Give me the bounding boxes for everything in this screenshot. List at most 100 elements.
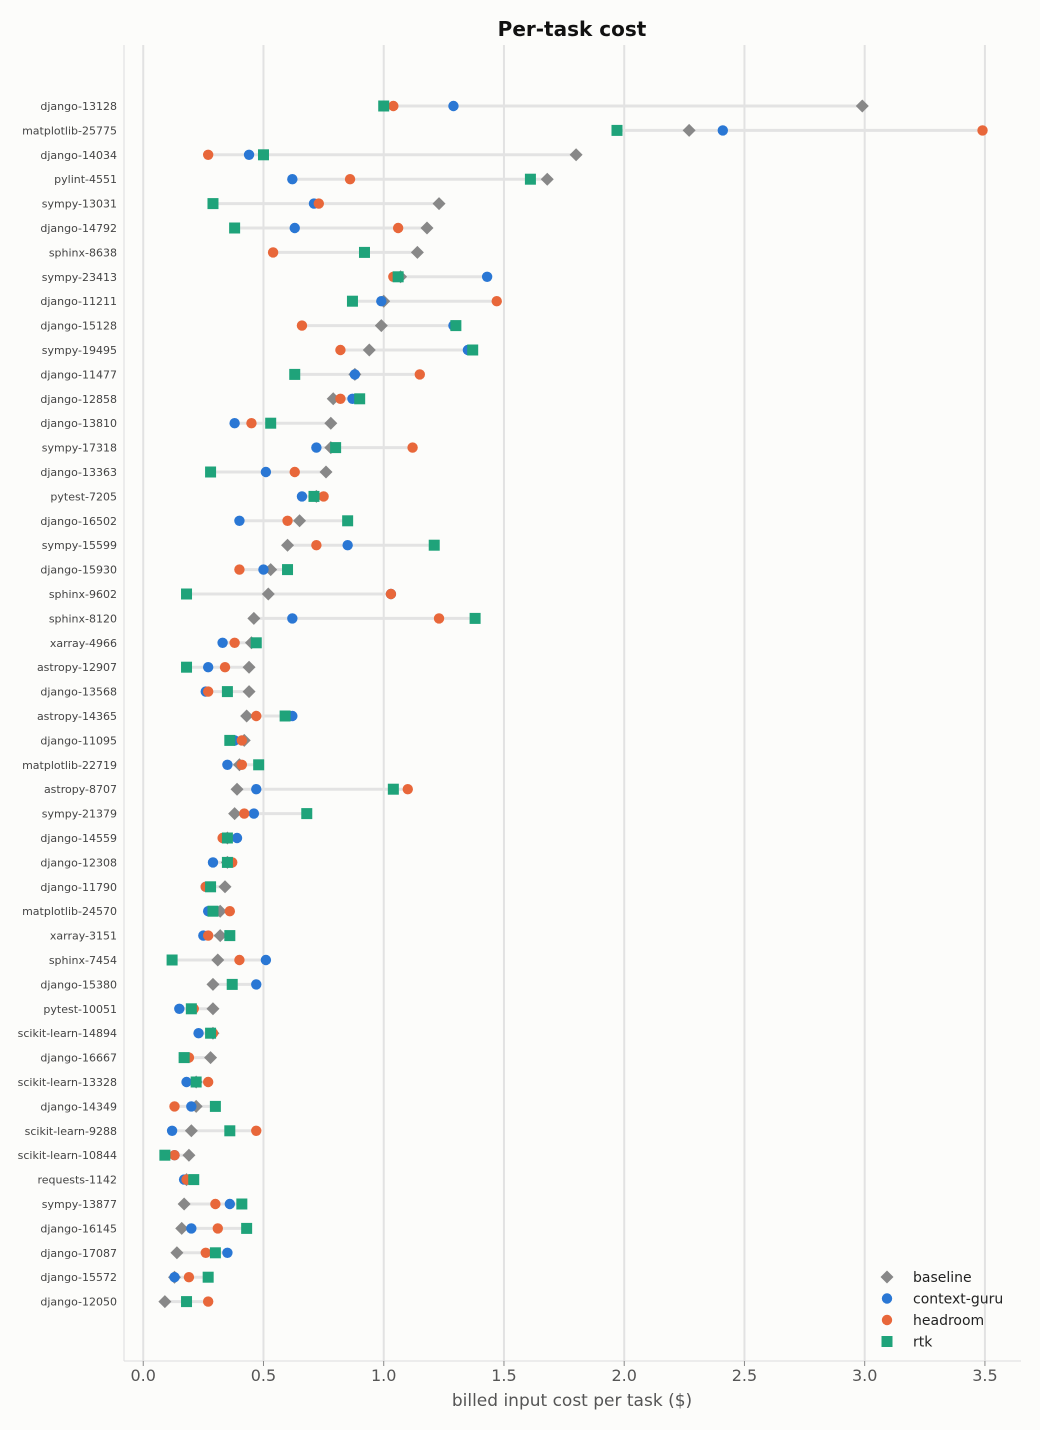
y-tick-label: django-14034 — [40, 149, 117, 162]
context-guru-point — [186, 1223, 197, 1234]
context-guru-point — [231, 832, 243, 844]
context-guru-point — [296, 491, 308, 502]
legend: baseline context-guru headroom rtk — [880, 1270, 1003, 1351]
y-tick-label: django-15128 — [40, 320, 117, 333]
y-tick-label: django-16502 — [40, 515, 117, 528]
headroom-point — [402, 784, 413, 795]
headroom-point — [385, 588, 397, 600]
y-tick-label: django-13810 — [40, 417, 117, 430]
rtk-point — [378, 100, 390, 112]
context-guru-point — [166, 1125, 178, 1137]
x-tick-label: 0.0 — [131, 1366, 156, 1385]
baseline-point — [247, 611, 261, 625]
baseline-point — [228, 807, 242, 821]
y-tick-label: django-12308 — [40, 856, 117, 869]
headroom-point — [229, 637, 240, 648]
baseline-point — [158, 1295, 172, 1309]
rtk-point — [301, 808, 313, 820]
headroom-point — [212, 1223, 223, 1234]
headroom-point — [977, 125, 988, 136]
y-tick-label: sympy-17318 — [42, 442, 117, 455]
context-guru-point — [234, 515, 245, 526]
y-tick-label: scikit-learn-14894 — [18, 1027, 117, 1040]
y-tick-label: django-15380 — [40, 978, 117, 991]
y-tick-label: xarray-3151 — [50, 930, 117, 943]
legend-marker-headroom — [881, 1314, 893, 1326]
baseline-point — [432, 197, 446, 211]
rtk-point — [185, 1003, 197, 1015]
baseline-point — [242, 685, 256, 699]
y-tick-label: pytest-7205 — [50, 490, 117, 503]
y-tick-labels: django-13128 matplotlib-25775 django-14034… — [18, 100, 117, 1309]
rtk-point — [428, 539, 440, 551]
headroom-point — [234, 954, 245, 966]
headroom-point — [318, 491, 329, 502]
headroom-point — [200, 1247, 211, 1259]
y-tick-label: django-12050 — [40, 1296, 117, 1309]
legend-marker-rtk — [881, 1336, 893, 1347]
headroom-point — [236, 735, 248, 746]
rtk-point — [524, 173, 536, 185]
x-tick-label: 1.5 — [491, 1366, 516, 1385]
rtk-point — [166, 954, 178, 966]
baseline-point — [242, 660, 256, 674]
context-guru-point — [349, 369, 361, 380]
headroom-point — [344, 174, 356, 185]
headroom-point — [289, 466, 300, 478]
y-tick-label: scikit-learn-13328 — [18, 1076, 117, 1089]
context-guru-point — [717, 125, 729, 136]
headroom-point — [433, 613, 445, 624]
x-tick-label: 2.5 — [732, 1366, 757, 1385]
y-tick-label: xarray-4966 — [50, 637, 117, 650]
rtk-point — [279, 710, 291, 722]
headroom-point — [392, 222, 404, 234]
y-tick-label: astropy-14365 — [37, 710, 117, 723]
baseline-point — [240, 709, 254, 723]
y-tick-label: matplotlib-24570 — [22, 905, 117, 918]
rtk-point — [178, 1052, 190, 1064]
y-tick-label: sympy-19495 — [42, 344, 117, 357]
headroom-point — [219, 662, 231, 673]
context-guru-point — [448, 100, 459, 112]
context-guru-point — [202, 662, 214, 673]
baseline-point — [170, 1246, 184, 1260]
rtk-point — [224, 1125, 236, 1137]
rtk-point — [209, 1100, 221, 1112]
data-marks — [158, 99, 988, 1309]
legend-label-context-guru: context-guru — [913, 1292, 1003, 1308]
baseline-point — [175, 1221, 189, 1235]
rtk-point — [205, 881, 217, 893]
rtk-point — [205, 1027, 217, 1039]
rtk-point — [229, 222, 241, 234]
context-guru-point — [258, 564, 269, 575]
headroom-point — [202, 686, 214, 697]
headroom-point — [282, 515, 293, 526]
headroom-point — [246, 418, 257, 429]
context-guru-point — [251, 979, 262, 990]
y-tick-label: sphinx-9602 — [49, 588, 117, 601]
headroom-point — [234, 564, 245, 575]
baseline-point — [569, 148, 583, 162]
rtk-point — [253, 759, 265, 771]
rtk-point — [224, 734, 236, 746]
headroom-point — [491, 296, 502, 307]
x-tick-label: 3.5 — [972, 1366, 997, 1385]
headroom-point — [202, 930, 214, 941]
baseline-point — [213, 929, 227, 943]
legend-label-baseline: baseline — [913, 1270, 972, 1286]
y-tick-label: astropy-12907 — [37, 661, 117, 674]
context-guru-point — [217, 637, 228, 648]
headroom-point — [407, 442, 418, 453]
baseline-point — [319, 465, 333, 479]
y-tick-label: pytest-10051 — [43, 1003, 117, 1016]
context-guru-point — [251, 784, 262, 795]
context-guru-point — [222, 759, 233, 770]
y-tick-label: django-12858 — [40, 393, 117, 406]
y-tick-label: django-15930 — [40, 564, 117, 577]
rtk-point — [250, 637, 262, 649]
headroom-point — [224, 906, 236, 917]
rtk-point — [190, 1076, 202, 1088]
y-tick-label: django-15572 — [40, 1271, 117, 1284]
headroom-point — [388, 100, 399, 112]
